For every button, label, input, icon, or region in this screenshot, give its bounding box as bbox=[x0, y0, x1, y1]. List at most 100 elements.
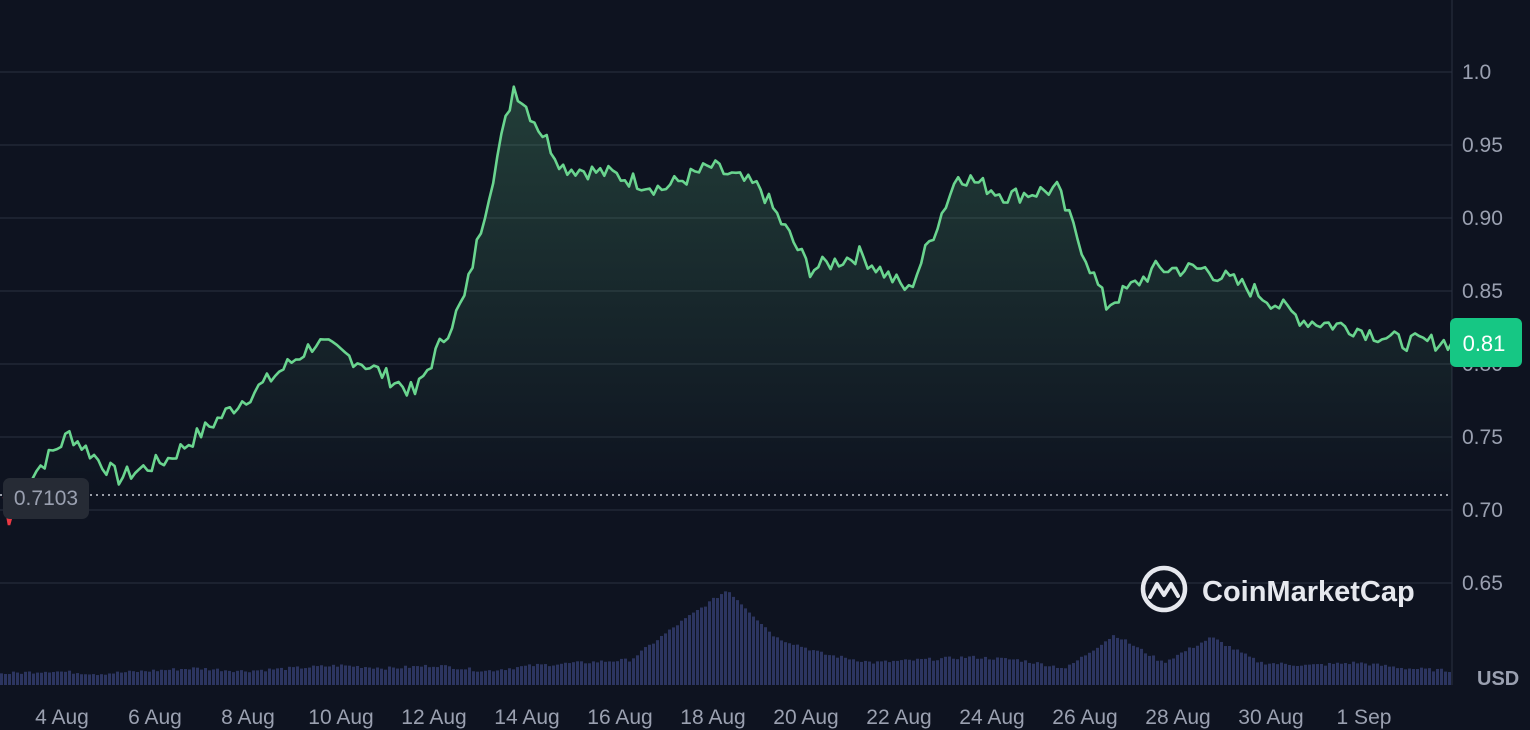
volume-bar bbox=[936, 660, 939, 685]
volume-bar bbox=[684, 618, 687, 685]
volume-bar bbox=[644, 647, 647, 685]
volume-bar bbox=[172, 668, 175, 685]
volume-bar bbox=[412, 666, 415, 685]
x-tick-label: 30 Aug bbox=[1238, 706, 1303, 729]
volume-bar bbox=[148, 671, 151, 685]
volume-bar bbox=[768, 631, 771, 685]
volume-bar bbox=[860, 661, 863, 685]
watermark-brand: CoinMarketCap bbox=[1202, 576, 1415, 608]
volume-bar bbox=[572, 662, 575, 685]
x-tick-label: 12 Aug bbox=[401, 706, 466, 729]
volume-bar bbox=[1136, 647, 1139, 685]
volume-bar bbox=[1328, 662, 1331, 685]
volume-bar bbox=[56, 671, 59, 685]
volume-bar bbox=[844, 657, 847, 685]
coinmarketcap-logo-icon bbox=[1140, 565, 1188, 613]
volume-bar bbox=[664, 633, 667, 685]
volume-bar bbox=[384, 669, 387, 685]
volume-bar bbox=[716, 598, 719, 685]
x-tick-label: 4 Aug bbox=[35, 706, 89, 729]
volume-bar bbox=[0, 673, 3, 685]
volume-bar bbox=[580, 661, 583, 685]
volume-bar bbox=[488, 670, 491, 685]
volume-bar bbox=[788, 643, 791, 685]
x-tick-label: 16 Aug bbox=[587, 706, 652, 729]
volume-bar bbox=[1412, 668, 1415, 685]
volume-bar bbox=[1080, 656, 1083, 685]
x-tick-label: 20 Aug bbox=[773, 706, 838, 729]
volume-bar bbox=[504, 670, 507, 685]
volume-bar bbox=[1156, 660, 1159, 685]
volume-bar bbox=[900, 660, 903, 685]
volume-bar bbox=[536, 663, 539, 685]
volume-bar bbox=[1016, 659, 1019, 685]
volume-bar bbox=[496, 670, 499, 685]
volume-bar bbox=[292, 667, 295, 685]
volume-bar bbox=[864, 660, 867, 685]
volume-bar bbox=[1076, 660, 1079, 685]
volume-bar bbox=[516, 667, 519, 685]
volume-bar bbox=[184, 669, 187, 685]
volume-bar bbox=[1212, 637, 1215, 685]
volume-bar bbox=[704, 606, 707, 685]
volume-bar bbox=[824, 654, 827, 685]
volume-bar bbox=[512, 669, 515, 685]
volume-bar bbox=[332, 664, 335, 685]
volume-bar bbox=[840, 655, 843, 685]
volume-bar bbox=[164, 670, 167, 685]
volume-bar bbox=[996, 657, 999, 685]
volume-bar bbox=[1228, 645, 1231, 685]
volume-bar bbox=[1096, 647, 1099, 685]
volume-bar bbox=[252, 670, 255, 685]
volume-bar bbox=[1248, 656, 1251, 685]
volume-bar bbox=[60, 671, 63, 685]
volume-bar bbox=[1220, 641, 1223, 685]
volume-bar bbox=[372, 668, 375, 685]
x-tick-label: 18 Aug bbox=[680, 706, 745, 729]
volume-bar bbox=[920, 659, 923, 685]
volume-bar bbox=[792, 644, 795, 685]
volume-bar bbox=[968, 656, 971, 685]
price-area-fill bbox=[20, 86, 1452, 495]
volume-bar bbox=[1100, 644, 1103, 685]
volume-bar bbox=[1416, 669, 1419, 685]
volume-bar bbox=[68, 670, 71, 685]
volume-bar bbox=[424, 664, 427, 685]
volume-bar bbox=[352, 666, 355, 685]
volume-bar bbox=[108, 673, 111, 685]
volume-bar bbox=[784, 642, 787, 685]
volume-bar bbox=[1144, 653, 1147, 685]
volume-bar bbox=[192, 667, 195, 685]
volume-bar bbox=[36, 672, 39, 685]
volume-bar bbox=[912, 660, 915, 685]
volume-bar bbox=[500, 669, 503, 685]
volume-bars bbox=[0, 591, 1451, 685]
volume-bar bbox=[460, 669, 463, 685]
volume-bar bbox=[4, 674, 7, 685]
volume-bar bbox=[1172, 658, 1175, 685]
volume-bar bbox=[556, 664, 559, 685]
x-tick-label: 10 Aug bbox=[308, 706, 373, 729]
volume-bar bbox=[308, 667, 311, 685]
volume-bar bbox=[1444, 671, 1447, 685]
volume-bar bbox=[404, 665, 407, 685]
volume-bar bbox=[296, 666, 299, 685]
volume-bar bbox=[972, 655, 975, 685]
volume-bar bbox=[620, 658, 623, 685]
volume-bar bbox=[340, 664, 343, 685]
volume-bar bbox=[940, 658, 943, 685]
volume-bar bbox=[104, 674, 107, 685]
volume-bar bbox=[1428, 668, 1431, 685]
volume-bar bbox=[680, 620, 683, 685]
volume-bar bbox=[720, 594, 723, 685]
volume-bar bbox=[772, 636, 775, 685]
volume-bar bbox=[1092, 650, 1095, 685]
volume-bar bbox=[1184, 651, 1187, 685]
volume-bar bbox=[220, 671, 223, 685]
volume-bar bbox=[48, 672, 51, 685]
volume-bar bbox=[584, 663, 587, 685]
volume-bar bbox=[376, 667, 379, 685]
volume-bar bbox=[888, 662, 891, 685]
volume-bar bbox=[1392, 666, 1395, 685]
volume-bar bbox=[1044, 666, 1047, 685]
